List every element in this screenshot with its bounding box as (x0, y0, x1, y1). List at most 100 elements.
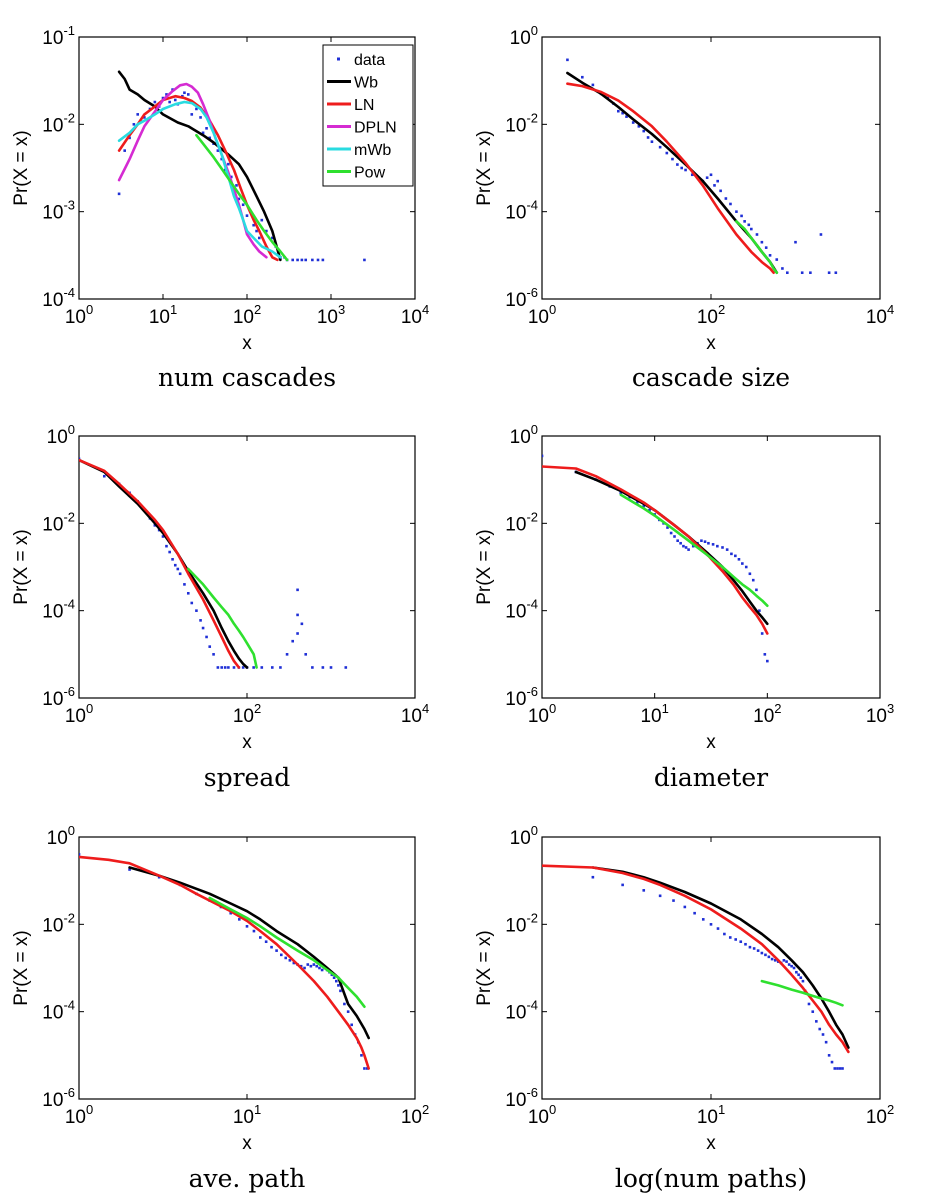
data-point (666, 526, 669, 529)
data-point (365, 1067, 369, 1070)
series-line-pow (195, 133, 289, 262)
data-point (270, 236, 274, 240)
data-point (312, 963, 316, 966)
data-point (190, 113, 194, 116)
data-point (815, 1020, 818, 1023)
data-point (344, 666, 348, 669)
data-point (646, 136, 650, 139)
data-point (728, 936, 732, 939)
series-line-pow (187, 567, 258, 669)
x-tick-label: 102 (233, 701, 261, 727)
legend-label: Pow (354, 165, 386, 182)
data-point (318, 966, 321, 970)
x-tick-label: 102 (401, 1102, 429, 1128)
data-point (304, 258, 308, 262)
data-point (279, 666, 282, 669)
data-point (223, 666, 227, 669)
x-tick-label: 100 (65, 1102, 93, 1128)
data-point (321, 258, 325, 262)
data-point (739, 940, 743, 944)
data-point (790, 964, 793, 968)
data-point (339, 989, 342, 993)
legend: data Wb LN DPLN mWb Pow (322, 44, 414, 187)
x-axis-label: x (706, 1133, 716, 1154)
series-data (79, 853, 369, 1070)
data-point (186, 93, 190, 96)
y-tick-label: 10-1 (42, 23, 75, 49)
data-point (296, 258, 299, 262)
panel-caption: num cascades (158, 363, 336, 392)
data-point (676, 163, 679, 166)
data-point (320, 968, 324, 972)
legend-label: mWb (354, 142, 391, 159)
data-point (343, 1002, 346, 1006)
legend-label: data (354, 52, 385, 69)
legend-label: DPLN (354, 120, 397, 137)
data-point (363, 1067, 366, 1070)
data-point (724, 197, 728, 200)
data-point (703, 540, 707, 543)
data-point (168, 100, 171, 104)
data-point (542, 454, 544, 458)
data-point (707, 541, 710, 545)
data-point (190, 601, 194, 605)
data-point (797, 973, 800, 977)
data-point (591, 83, 595, 87)
data-point (168, 550, 171, 554)
data-point (711, 543, 715, 546)
y-axis-label: Pr(X = x) (11, 930, 32, 1005)
y-tick-label: 10-4 (505, 597, 538, 623)
data-point (763, 653, 767, 656)
data-point (229, 911, 233, 915)
data-point (687, 548, 690, 551)
data-point (255, 229, 258, 233)
data-point (186, 591, 190, 595)
data-point (792, 966, 796, 970)
data-point (178, 572, 182, 576)
data-point (748, 945, 752, 949)
data-point (102, 474, 106, 478)
data-point (260, 218, 264, 222)
data-point (709, 923, 713, 926)
data-point (208, 136, 212, 140)
series-data (79, 457, 348, 669)
data-point (285, 653, 289, 656)
data-point (752, 947, 756, 950)
legend-box (322, 44, 414, 187)
data-point (329, 666, 333, 669)
data-point (768, 254, 772, 257)
data-point (811, 1010, 815, 1013)
data-point (291, 639, 295, 643)
data-point (199, 619, 202, 622)
data-point (260, 666, 264, 669)
x-axis-label: x (242, 1133, 252, 1154)
data-point (775, 258, 779, 261)
data-point (296, 588, 299, 592)
data-point (216, 149, 220, 152)
y-axis-label: Pr(X = x) (11, 130, 32, 205)
data-point (360, 1054, 363, 1057)
data-point (205, 635, 208, 639)
data-point (79, 853, 81, 856)
data-point (292, 961, 296, 965)
data-point (691, 544, 695, 548)
x-tick-label: 102 (753, 701, 781, 727)
data-point (836, 1067, 839, 1070)
y-tick-label: 100 (510, 823, 538, 849)
axes-box (541, 36, 881, 300)
data-point (819, 233, 823, 236)
x-tick-label: 100 (65, 701, 93, 727)
data-point (701, 918, 705, 921)
y-tick-label: 10-4 (505, 998, 538, 1024)
data-point (621, 111, 624, 115)
series-line-ln (542, 864, 850, 1054)
y-axis-label: Pr(X = x) (474, 130, 495, 205)
data-point (117, 192, 121, 196)
y-tick-label: 10-6 (505, 684, 538, 710)
data-point (257, 236, 261, 240)
data-point (299, 964, 303, 968)
data-point (700, 539, 703, 543)
data-point (729, 202, 732, 206)
data-point (619, 491, 623, 495)
